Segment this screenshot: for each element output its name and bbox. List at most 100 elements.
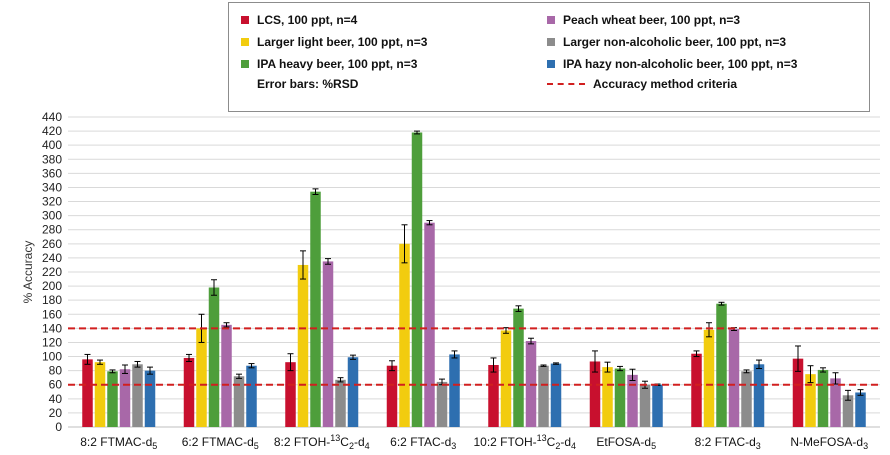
x-tick-label: N-MeFOSA-d3 [790, 435, 868, 451]
bar [855, 392, 866, 427]
bar [728, 329, 740, 427]
y-tick-label: 20 [49, 406, 63, 420]
legend-item-3: Peach wheat beer, 100 ppt, n=3 [547, 13, 740, 27]
bar [538, 365, 549, 427]
bar [82, 359, 93, 427]
bar [411, 132, 423, 427]
legend-label-1: Larger light beer, 100 ppt, n=3 [257, 35, 428, 49]
x-tick-label: 6:2 FTAC-d3 [390, 435, 456, 451]
legend-item-1: Larger light beer, 100 ppt, n=3 [241, 35, 427, 49]
legend-swatch-5 [547, 60, 555, 68]
bar [842, 395, 854, 427]
y-tick-label: 100 [42, 350, 62, 364]
legend-dash-criteria [547, 83, 585, 85]
x-tick-label: 8:2 FTMAC-d5 [80, 435, 157, 451]
bar [386, 365, 398, 427]
error-bar-note: Error bars: %RSD [257, 77, 359, 91]
bar [602, 367, 613, 427]
bar [550, 363, 562, 427]
bar [107, 371, 118, 427]
legend-label-3: Peach wheat beer, 100 ppt, n=3 [563, 13, 741, 27]
x-tick-label: 6:2 FTMAC-d5 [182, 435, 259, 451]
y-tick-label: 120 [42, 335, 62, 349]
bar [183, 357, 195, 427]
bar [246, 365, 257, 427]
x-tick-label: 8:2 FTOH-13C2-d4 [274, 433, 370, 451]
y-tick-label: 420 [42, 124, 62, 138]
bar [144, 370, 156, 427]
bar [335, 379, 346, 427]
bar [639, 384, 651, 427]
bar [119, 369, 131, 427]
bar [817, 369, 829, 427]
bar [703, 329, 715, 427]
bar [399, 243, 410, 427]
bar [94, 362, 106, 427]
bar [449, 354, 460, 427]
bar [652, 384, 663, 427]
y-tick-label: 160 [42, 307, 62, 321]
bar [196, 328, 207, 427]
y-tick-label: 360 [42, 166, 62, 180]
legend-label-2: IPA heavy beer, 100 ppt, n=3 [257, 57, 418, 71]
y-tick-label: 200 [42, 279, 62, 293]
y-tick-label: 260 [42, 237, 62, 251]
x-tick-label: 10:2 FTOH-13C2-d4 [473, 433, 576, 451]
legend-label-criteria: Accuracy method criteria [593, 77, 738, 91]
bar [830, 378, 841, 427]
bar [753, 364, 765, 427]
y-tick-label: 320 [42, 195, 62, 209]
y-axis-label: % Accuracy [21, 241, 35, 304]
bar [691, 353, 702, 427]
bar [310, 191, 321, 427]
legend: LCS, 100 ppt, n=4 Larger light beer, 100… [228, 2, 870, 112]
y-tick-label: 400 [42, 138, 62, 152]
bar [285, 362, 296, 427]
bar [614, 368, 626, 427]
bar [233, 376, 245, 427]
bar [208, 287, 220, 427]
bar [347, 357, 359, 427]
bar [500, 330, 512, 427]
y-tick-label: 220 [42, 265, 62, 279]
y-tick-label: 140 [42, 321, 62, 335]
legend-item-2: IPA heavy beer, 100 ppt, n=3 [241, 57, 417, 71]
y-tick-label: 180 [42, 293, 62, 307]
bar [513, 308, 524, 427]
legend-swatch-1 [241, 38, 249, 46]
y-tick-label: 40 [49, 392, 63, 406]
bar [132, 364, 143, 427]
x-tick-label: 8:2 FTAC-d3 [695, 435, 761, 451]
y-tick-label: 60 [49, 378, 63, 392]
legend-swatch-2 [241, 60, 249, 68]
legend-item-5: IPA hazy non-alcoholic beer, 100 ppt, n=… [547, 57, 797, 71]
legend-swatch-0 [241, 16, 249, 24]
y-tick-label: 380 [42, 152, 62, 166]
y-tick-label: 440 [42, 110, 62, 124]
bar [741, 371, 752, 427]
y-tick-label: 340 [42, 180, 62, 194]
y-tick-label: 280 [42, 223, 62, 237]
legend-item-4: Larger non-alcoholic beer, 100 ppt, n=3 [547, 35, 786, 49]
legend-label-4: Larger non-alcoholic beer, 100 ppt, n=3 [563, 35, 787, 49]
legend-swatch-3 [547, 16, 555, 24]
bar [436, 381, 448, 427]
legend-swatch-4 [547, 38, 555, 46]
y-tick-label: 300 [42, 209, 62, 223]
legend-item-criteria: Accuracy method criteria [547, 77, 737, 91]
bar [297, 264, 309, 427]
bar [792, 358, 804, 427]
y-tick-label: 240 [42, 251, 62, 265]
bar [488, 365, 499, 427]
bar [805, 374, 816, 427]
bar [322, 261, 334, 427]
bar [589, 361, 601, 427]
legend-item-0: LCS, 100 ppt, n=4 [241, 13, 357, 27]
bar [716, 303, 727, 427]
bar [221, 324, 232, 427]
legend-label-0: LCS, 100 ppt, n=4 [257, 13, 358, 27]
y-tick-label: 0 [55, 420, 62, 434]
bar [627, 374, 638, 427]
legend-label-5: IPA hazy non-alcoholic beer, 100 ppt, n=… [563, 57, 798, 71]
